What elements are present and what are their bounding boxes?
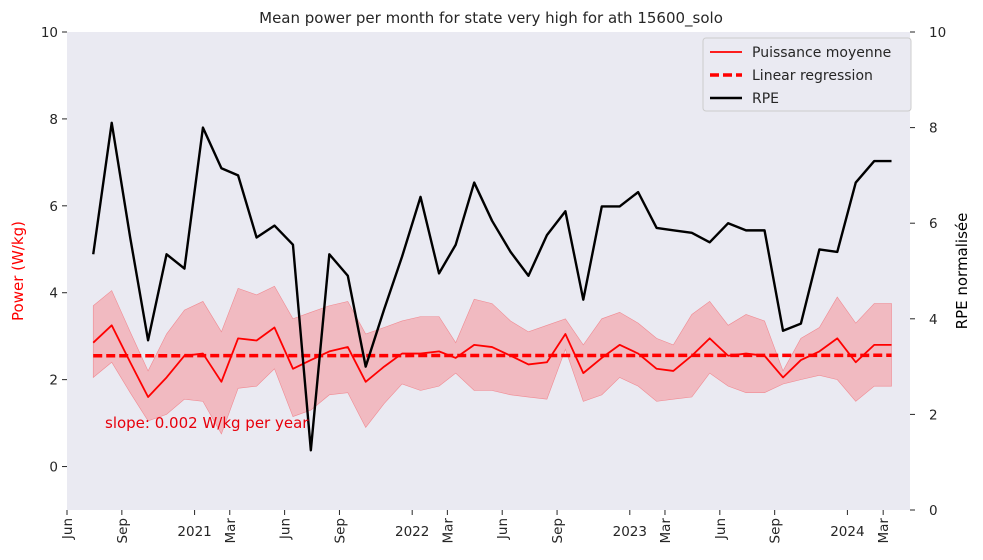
- right-tick-label: 10: [929, 25, 946, 41]
- legend-box: [702, 37, 912, 112]
- x-tick-label: 2024: [830, 524, 864, 540]
- x-tick-label: Mar: [876, 518, 892, 544]
- x-tick-label: Jun: [713, 518, 729, 540]
- x-tick-label: Mar: [223, 518, 239, 544]
- legend-power-label: Puissance moyenne: [752, 45, 891, 61]
- x-tick-label: Jun: [60, 518, 76, 540]
- left-tick-label: 0: [49, 460, 58, 476]
- x-tick-label: Mar: [440, 518, 456, 544]
- left-tick-label: 10: [41, 25, 58, 41]
- right-axis-title: RPE normalisée: [953, 213, 971, 330]
- power-band-layer: [92, 285, 892, 435]
- right-tick-label: 6: [929, 216, 938, 232]
- left-axis-ticks: 0 2 4 6 8 10: [41, 25, 67, 476]
- plot-background: [67, 32, 910, 510]
- right-tick-label: 4: [929, 312, 938, 328]
- legend-regression-label: Linear regression: [752, 68, 873, 84]
- x-tick-label: Mar: [658, 518, 674, 544]
- left-tick-label: 2: [49, 373, 58, 389]
- legend-rpe-label: RPE: [752, 91, 779, 107]
- right-tick-label: 8: [929, 121, 938, 137]
- left-tick-label: 6: [49, 199, 58, 215]
- legend: Puissance moyenne Linear regression RPE: [702, 37, 912, 112]
- slope-annotation: slope: 0.002 W/kg per year: [105, 414, 309, 432]
- right-tick-label: 0: [929, 503, 938, 519]
- left-axis-title: Power (W/kg): [9, 221, 27, 321]
- power-line-layer: [92, 324, 892, 398]
- x-tick-label: 2023: [613, 524, 647, 540]
- x-tick-label: 2021: [177, 524, 211, 540]
- x-tick-label: 2022: [395, 524, 429, 540]
- power-confidence-band: [92, 285, 892, 435]
- x-tick-label: Sep: [550, 518, 566, 543]
- right-tick-label: 2: [929, 407, 938, 423]
- x-axis-ticks: Jun Sep 2021 Mar Jun Sep 2022 Mar Jun Sep 2023 Mar J…: [60, 510, 892, 543]
- right-axis-ticks: 0 2 4 6 8 10: [910, 25, 946, 519]
- rpe-line: [92, 121, 892, 452]
- rpe-line-layer: [92, 121, 892, 452]
- chart-title: Mean power per month for state very high…: [259, 9, 723, 28]
- x-tick-label: Jun: [495, 518, 511, 540]
- left-tick-label: 4: [49, 286, 58, 302]
- x-tick-label: Sep: [332, 518, 348, 543]
- x-tick-label: Sep: [768, 518, 784, 543]
- x-tick-label: Jun: [278, 518, 294, 540]
- power-line: [92, 324, 892, 398]
- left-tick-label: 8: [49, 112, 58, 128]
- x-tick-label: Sep: [115, 518, 131, 543]
